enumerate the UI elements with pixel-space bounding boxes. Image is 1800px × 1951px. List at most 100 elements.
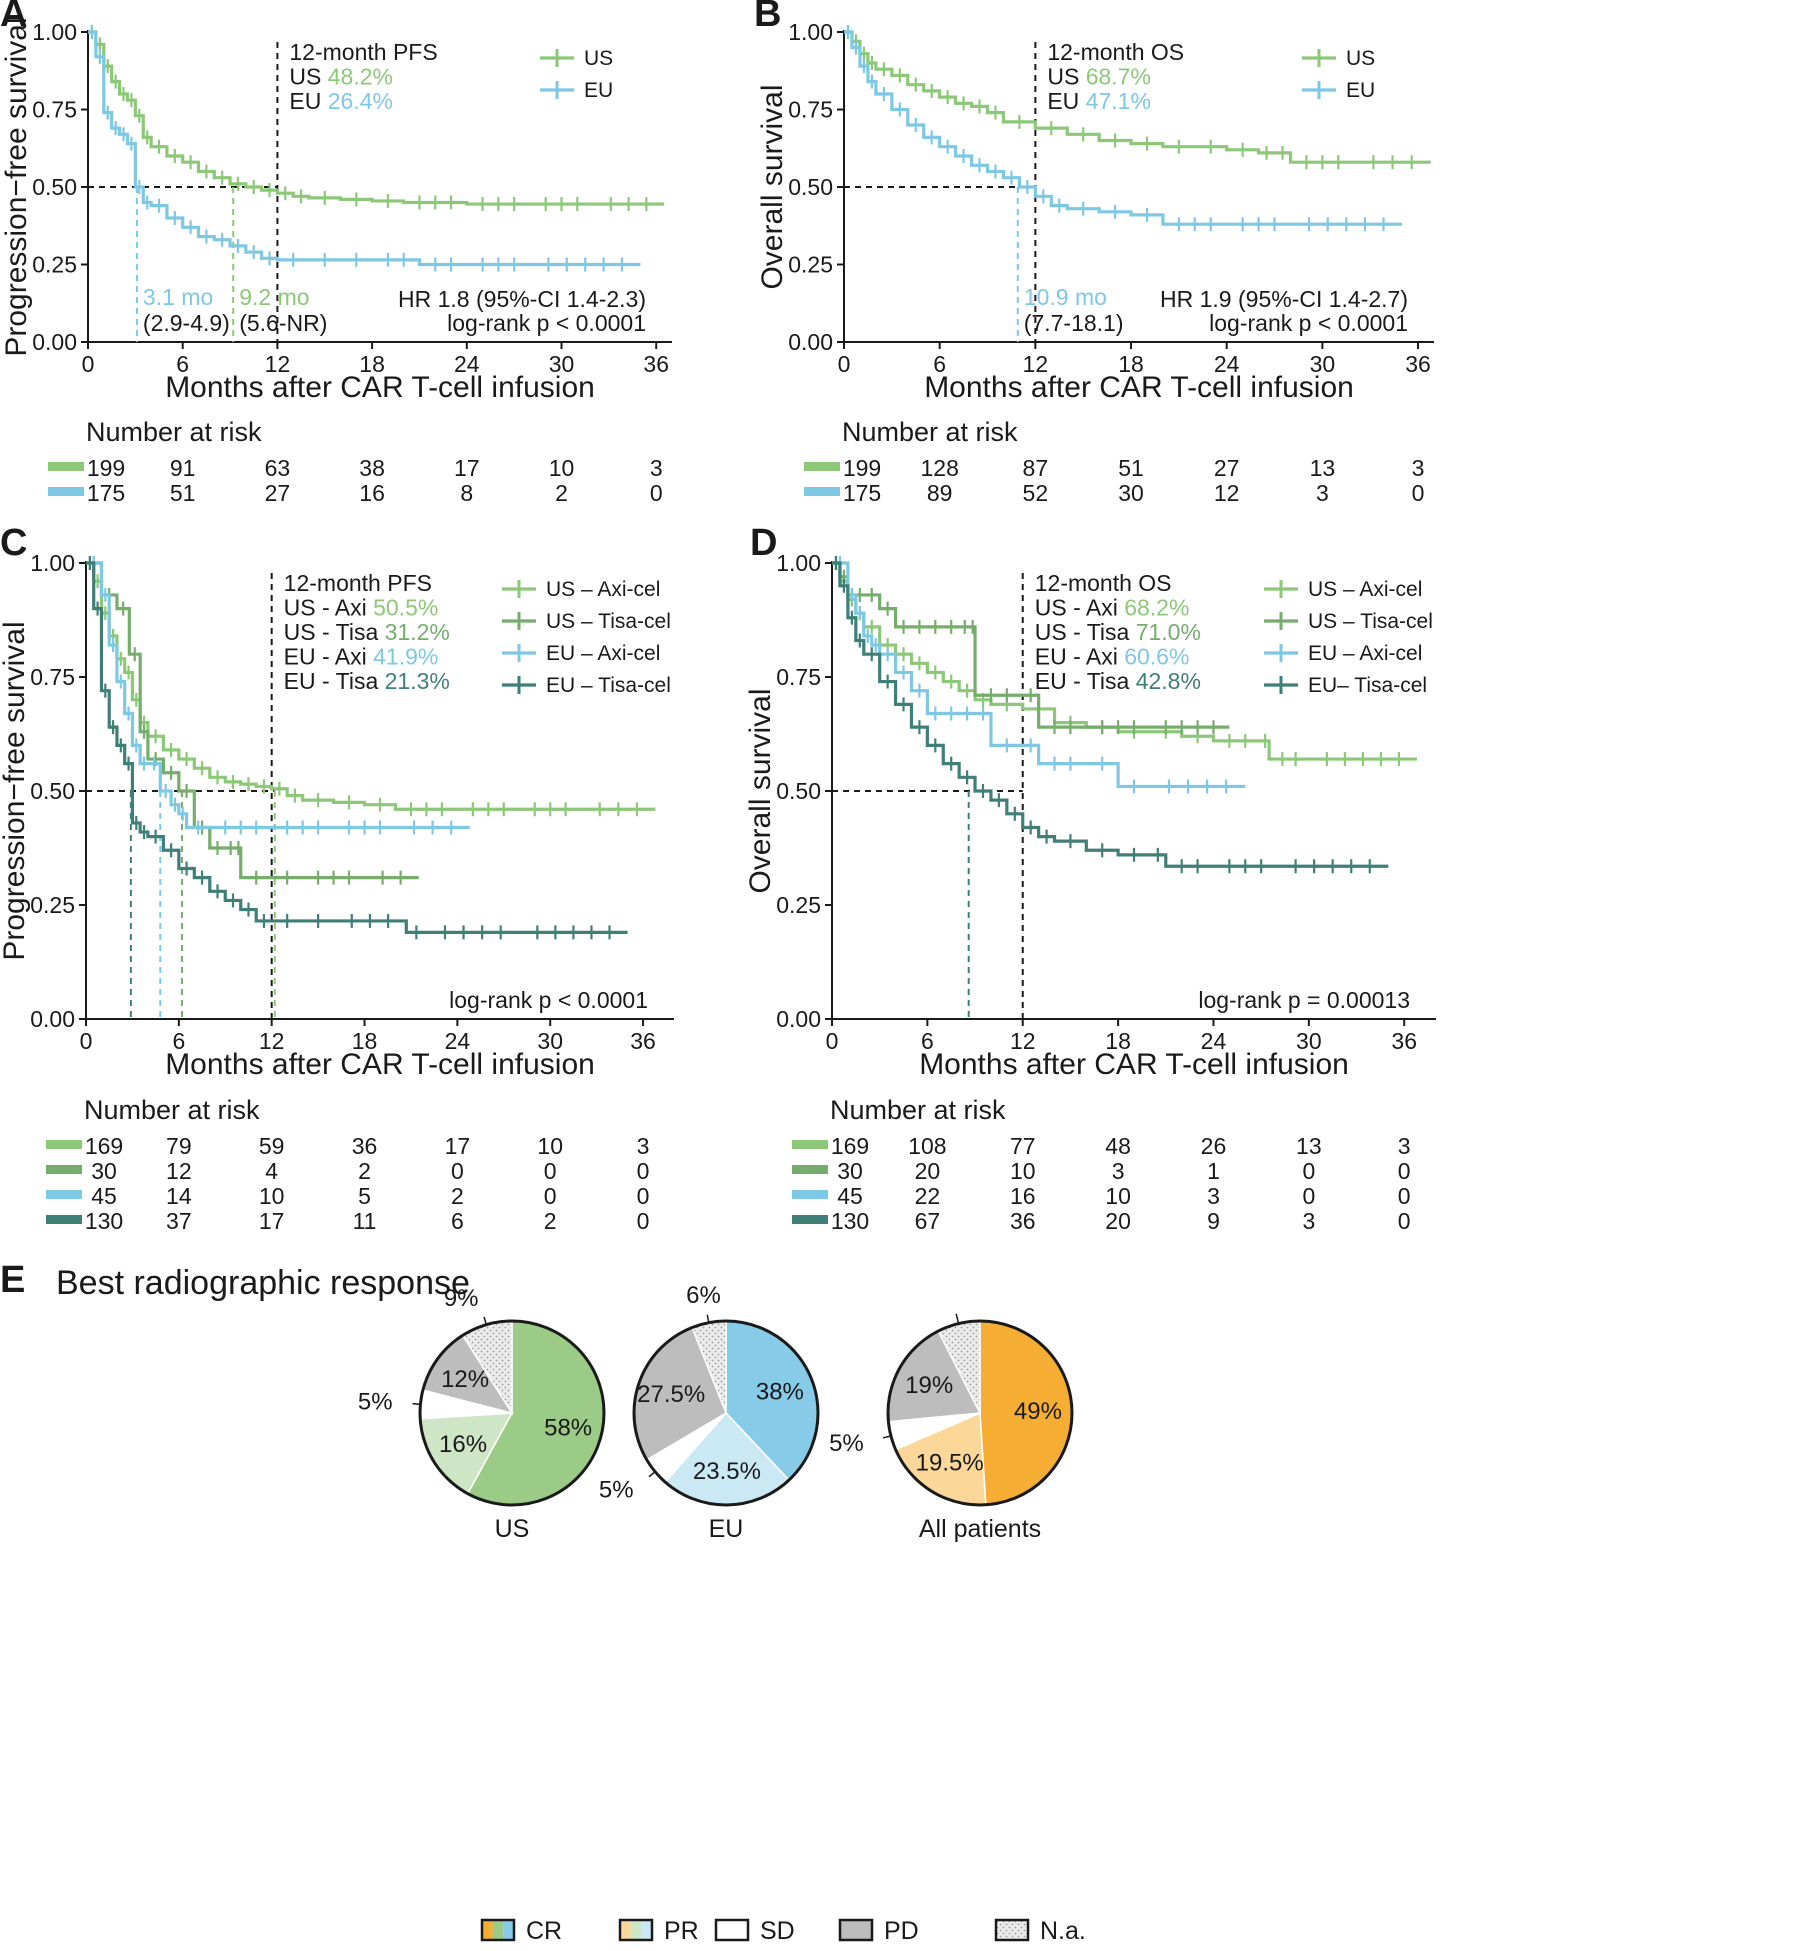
survival-curve (88, 30, 641, 267)
risk-value: 67 (915, 1208, 941, 1234)
stats-label: log-rank p < 0.0001 (449, 987, 648, 1013)
pie-legend-swatch (994, 1918, 1030, 1942)
legend-label: US (584, 47, 613, 70)
pie-legend-swatch-part (620, 1920, 631, 1940)
pie-legend-item: PR (618, 1917, 699, 1945)
series-2 (86, 556, 470, 835)
risk-row-swatch (792, 1190, 828, 1199)
risk-value: 3 (650, 455, 663, 481)
x-tick-label: 36 (643, 351, 669, 377)
x-tick-label: 18 (359, 351, 385, 377)
risk-value: 10 (537, 1133, 563, 1159)
pie-legend-swatch-part (492, 1920, 504, 1940)
legend-label: EU (584, 79, 613, 102)
pie-eu: 38% 23.5% 5% 27.5% 6% EU (599, 1282, 820, 1543)
annotation-group-label: EU - Axi (284, 644, 373, 670)
pie-name-label: All patients (919, 1515, 1041, 1543)
annotation-row: US 68.7% (1047, 64, 1151, 90)
risk-value: 10 (549, 455, 575, 481)
risk-value: 0 (650, 480, 663, 506)
pie-legend-item: PD (838, 1917, 919, 1945)
pie-outline (632, 1319, 820, 1507)
legend-label: US – Tisa-cel (1308, 610, 1433, 633)
survival-curve (832, 561, 1389, 868)
x-tick-label: 24 (445, 1028, 471, 1054)
risk-value: 130 (85, 1208, 123, 1234)
risk-value: 128 (920, 455, 958, 481)
legend-item: EU (540, 79, 613, 102)
risk-value: 108 (908, 1133, 946, 1159)
legend-item: US – Axi-cel (502, 578, 660, 601)
series-3 (832, 556, 1389, 874)
annotation-group-label: EU - Tisa (1035, 668, 1136, 694)
pie-legend-swatch-part (996, 1920, 1028, 1940)
risk-row-swatch (792, 1215, 828, 1224)
pie-slice-label: 12% (441, 1366, 489, 1393)
y-tick-label: 0.75 (788, 97, 833, 123)
x-axis-title: Months after CAR T-cell infusion (924, 371, 1354, 404)
risk-value: 36 (1010, 1208, 1036, 1234)
risk-value: 11 (353, 1208, 377, 1234)
y-tick-label: 1.00 (776, 550, 821, 576)
risk-value: 45 (837, 1183, 863, 1209)
risk-value: 30 (1118, 480, 1144, 506)
risk-row-swatch (46, 1215, 82, 1224)
pie-legend-item: N.a. (994, 1917, 1086, 1945)
annotation-group-label: EU (1047, 88, 1085, 114)
risk-value: 30 (91, 1158, 117, 1184)
legend-item: US – Tisa-cel (1264, 610, 1433, 633)
y-axis-title: Progression−free survival (0, 17, 33, 356)
pie-slice-label: 27.5% (637, 1381, 705, 1408)
y-tick-label: 0.50 (776, 778, 821, 804)
risk-value: 5 (358, 1183, 371, 1209)
risk-value: 0 (1398, 1158, 1411, 1184)
risk-value: 4 (265, 1158, 278, 1184)
risk-value: 130 (831, 1208, 869, 1234)
risk-value: 3 (1207, 1183, 1220, 1209)
pie-slice-label: 19% (905, 1372, 953, 1399)
risk-value: 45 (91, 1183, 117, 1209)
x-tick-label: 24 (1201, 1028, 1227, 1054)
pie-legend-label: PR (664, 1917, 699, 1945)
annotation-row: EU 26.4% (289, 88, 393, 114)
panel-letter: B (754, 0, 781, 35)
x-tick-label: 36 (1405, 351, 1431, 377)
y-tick-label: 0.75 (30, 664, 75, 690)
pie-leader-line (955, 1313, 960, 1324)
pie-legend-swatch (838, 1918, 874, 1942)
annotation-header: 12-month OS (1047, 39, 1184, 65)
x-tick-label: 12 (265, 351, 291, 377)
legend-label: US – Axi-cel (546, 578, 660, 601)
risk-table-title: Number at risk (842, 417, 1018, 447)
y-tick-label: 0.00 (30, 1006, 75, 1032)
annotation-value: 50.5% (373, 595, 438, 621)
panel-b: B0.000.250.500.751.000 6 12 18 24 30 36Months … (754, 0, 1434, 506)
risk-value: 59 (259, 1133, 285, 1159)
risk-value: 77 (1010, 1133, 1036, 1159)
risk-table-title: Number at risk (830, 1095, 1006, 1125)
pie-legend-swatch-part (503, 1920, 514, 1940)
pie-slice-label: 16% (439, 1431, 487, 1458)
pie-slice-label: 49% (1014, 1398, 1062, 1425)
survival-curve (86, 561, 628, 934)
pie-slice-label: 58% (544, 1414, 592, 1441)
annotation-value: 26.4% (328, 88, 393, 114)
risk-value: 16 (359, 480, 385, 506)
x-tick-label: 24 (1214, 351, 1240, 377)
legend-item: EU – Tisa-cel (502, 674, 671, 697)
x-tick-label: 30 (1310, 351, 1336, 377)
annotation-row: US - Tisa 31.2% (284, 619, 450, 645)
pie-legend-label: N.a. (1040, 1917, 1086, 1945)
risk-value: 0 (637, 1208, 650, 1234)
y-axis-title: Overall survival (744, 688, 777, 893)
risk-value: 10 (1105, 1183, 1131, 1209)
legend-item: US – Axi-cel (1264, 578, 1422, 601)
risk-value: 30 (837, 1158, 863, 1184)
risk-value: 3 (1398, 1133, 1411, 1159)
annotation-header: 12-month PFS (284, 570, 432, 596)
risk-value: 6 (451, 1208, 464, 1234)
x-tick-label: 18 (1118, 351, 1144, 377)
series-3 (86, 556, 628, 940)
annotation-value: 68.2% (1124, 595, 1189, 621)
